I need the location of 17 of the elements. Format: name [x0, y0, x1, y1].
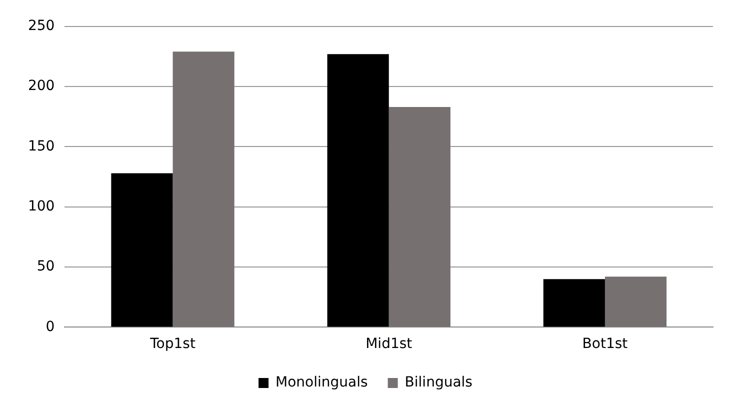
bar: [388, 107, 450, 327]
y-tick-label: 0: [46, 318, 55, 335]
y-tick-label: 250: [28, 18, 55, 34]
bar: [604, 276, 667, 327]
x-tick-label: Bot1st: [582, 336, 628, 352]
x-tick-label: Mid1st: [366, 336, 413, 352]
x-tick-label: Top1st: [149, 336, 196, 352]
y-tick-label: 150: [28, 138, 55, 154]
y-tick-label: 100: [28, 198, 55, 215]
legend-label: Bilinguals: [404, 374, 472, 391]
bar: [111, 173, 173, 327]
bar: [172, 52, 234, 327]
bar: [543, 279, 605, 327]
y-tick-label: 200: [28, 78, 55, 94]
y-tick-label: 50: [36, 258, 55, 275]
bar: [327, 54, 389, 327]
legend-label: Monolinguals: [276, 374, 368, 391]
